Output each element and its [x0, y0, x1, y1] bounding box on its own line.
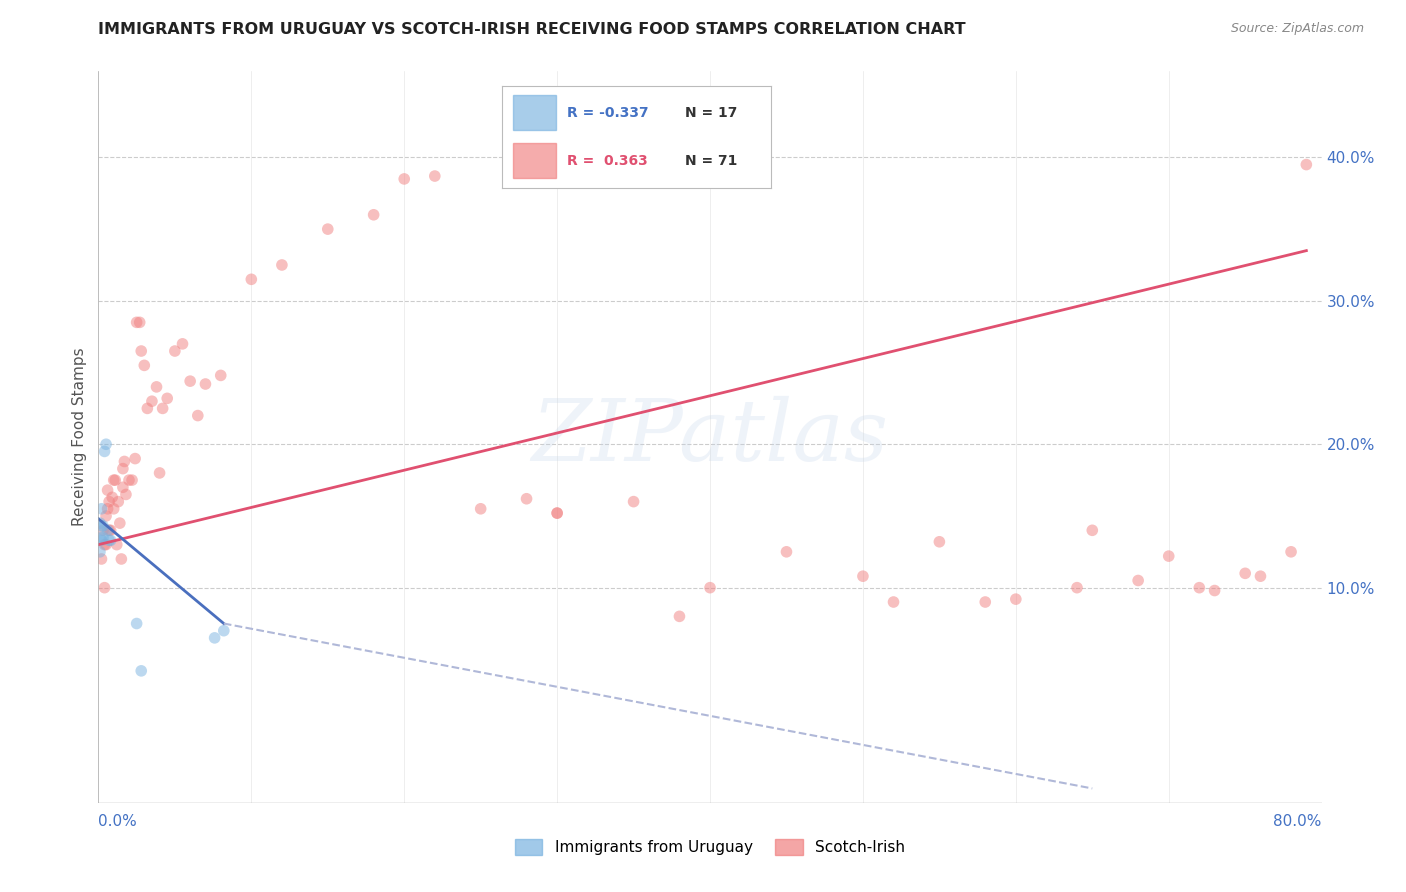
Point: [103, 501, 125, 516]
Point: [89, 516, 111, 530]
Point: [91, 531, 114, 545]
Point: [91, 519, 114, 533]
Point: [108, 516, 131, 530]
Point: [93, 538, 115, 552]
Text: Source: ZipAtlas.com: Source: ZipAtlas.com: [1230, 22, 1364, 36]
Point: [928, 534, 950, 549]
Point: [1234, 566, 1257, 581]
Point: [90, 552, 112, 566]
Point: [1081, 524, 1104, 538]
Y-axis label: Receiving Food Stamps: Receiving Food Stamps: [72, 348, 87, 526]
Point: [112, 454, 135, 468]
Point: [118, 473, 141, 487]
Point: [110, 552, 132, 566]
Point: [852, 569, 875, 583]
Point: [90, 519, 112, 533]
Point: [240, 272, 263, 286]
Point: [179, 374, 201, 388]
Point: [98, 494, 121, 508]
Point: [129, 344, 152, 359]
Legend: Immigrants from Uruguay, Scotch-Irish: Immigrants from Uruguay, Scotch-Irish: [509, 833, 911, 861]
Point: [97, 524, 120, 538]
Point: [209, 368, 232, 383]
Point: [172, 336, 194, 351]
Point: [111, 480, 134, 494]
Point: [270, 258, 292, 272]
Point: [97, 483, 120, 497]
Point: [1295, 158, 1317, 172]
Point: [98, 524, 121, 538]
Text: ZIPatlas: ZIPatlas: [531, 396, 889, 478]
Point: [97, 501, 120, 516]
Point: [1204, 583, 1226, 598]
Point: [516, 491, 538, 506]
Point: [94, 538, 117, 552]
Point: [363, 208, 385, 222]
Point: [104, 473, 127, 487]
Point: [470, 501, 492, 516]
Point: [194, 377, 217, 392]
Point: [546, 506, 568, 520]
Point: [129, 664, 152, 678]
Point: [94, 508, 117, 523]
Text: 80.0%: 80.0%: [1274, 814, 1322, 830]
Point: [1066, 581, 1088, 595]
Point: [94, 437, 117, 451]
Point: [316, 222, 339, 236]
Point: [1279, 545, 1302, 559]
Point: [90, 501, 112, 516]
Point: [623, 494, 645, 508]
Text: IMMIGRANTS FROM URUGUAY VS SCOTCH-IRISH RECEIVING FOOD STAMPS CORRELATION CHART: IMMIGRANTS FROM URUGUAY VS SCOTCH-IRISH …: [98, 22, 966, 37]
Point: [1004, 592, 1026, 607]
Point: [145, 380, 167, 394]
Point: [98, 533, 121, 548]
Point: [93, 444, 115, 458]
Point: [134, 359, 156, 373]
Text: 0.0%: 0.0%: [98, 814, 138, 830]
Point: [105, 538, 128, 552]
Point: [124, 451, 146, 466]
Point: [128, 315, 150, 329]
Point: [204, 631, 226, 645]
Point: [89, 545, 111, 559]
Point: [1128, 574, 1150, 588]
Point: [100, 533, 122, 548]
Point: [668, 609, 690, 624]
Point: [392, 172, 416, 186]
Point: [1157, 549, 1180, 563]
Point: [89, 531, 111, 545]
Point: [699, 581, 721, 595]
Point: [212, 624, 235, 638]
Point: [974, 595, 997, 609]
Point: [107, 494, 129, 508]
Point: [115, 487, 138, 501]
Point: [163, 344, 186, 359]
Point: [1249, 569, 1271, 583]
Point: [101, 491, 124, 505]
Point: [136, 401, 159, 416]
Point: [90, 533, 112, 548]
Point: [91, 524, 114, 538]
Point: [423, 169, 446, 183]
Point: [546, 506, 568, 520]
Point: [883, 595, 905, 609]
Point: [125, 315, 148, 329]
Point: [187, 409, 209, 423]
Point: [100, 524, 122, 538]
Point: [156, 392, 179, 406]
Point: [103, 473, 125, 487]
Point: [149, 466, 172, 480]
Point: [125, 616, 148, 631]
Point: [775, 545, 797, 559]
Point: [93, 581, 115, 595]
Point: [111, 461, 134, 475]
Point: [121, 473, 143, 487]
Point: [1188, 581, 1211, 595]
Point: [152, 401, 174, 416]
Point: [141, 394, 163, 409]
